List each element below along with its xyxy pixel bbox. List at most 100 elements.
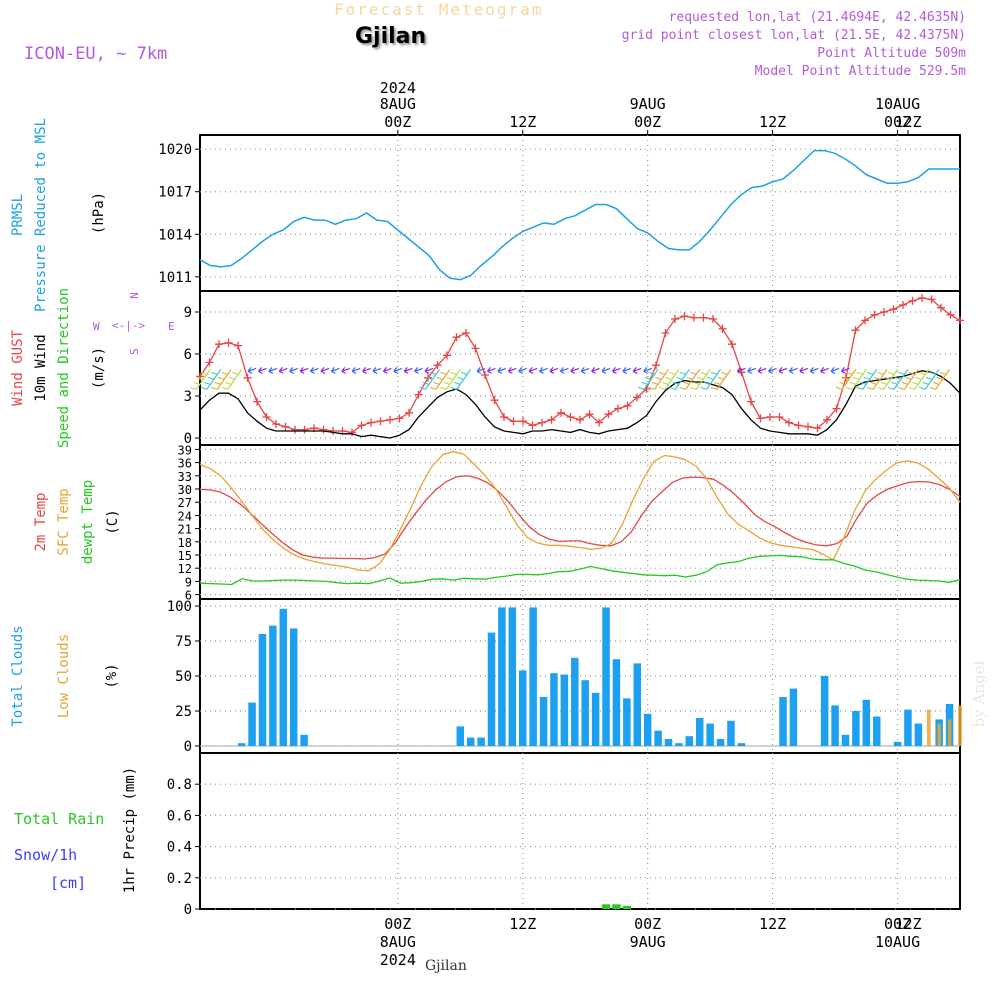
- gust-marker: [680, 312, 689, 321]
- wind-barb-feather: [679, 371, 686, 375]
- gust-marker: [946, 310, 955, 319]
- y-tick-label-precip: 0.8: [167, 777, 192, 793]
- wind-barb-feather: [908, 386, 915, 390]
- total-cloud-bar: [675, 743, 683, 746]
- gust-marker: [775, 413, 784, 421]
- wind-arrow: [247, 367, 257, 374]
- total-cloud-bar: [591, 692, 600, 746]
- bottom-axis-year: 2024: [380, 951, 416, 969]
- wind-barb-feather: [898, 386, 905, 390]
- total-cloud-bar: [258, 634, 267, 746]
- y-tick-label-pressure: 1011: [158, 270, 192, 286]
- gust-marker: [538, 418, 546, 427]
- total-cloud-bar: [571, 657, 579, 746]
- gust-marker: [433, 361, 442, 370]
- total-cloud-bar: [820, 676, 829, 746]
- wind-barb-feather: [915, 376, 922, 380]
- gust-marker: [329, 427, 337, 435]
- total-cloud-bar: [862, 699, 871, 746]
- wind-barb-feather: [228, 376, 235, 380]
- wind-barb-feather: [665, 376, 673, 380]
- point-altitude: Point Altitude 509m: [817, 46, 966, 61]
- rain-bar: [601, 904, 611, 909]
- wind-arrow: [820, 367, 829, 374]
- wind-barb-feather: [877, 386, 884, 390]
- bottom-axis-date: 10AUG: [875, 933, 920, 951]
- wind-barb-feather: [707, 376, 714, 380]
- y-tick-label-temp: 6: [185, 589, 192, 603]
- low-cloud-bar: [947, 719, 952, 746]
- total-cloud-bar: [487, 632, 496, 746]
- bottom-axis-date: 8AUG: [380, 933, 416, 951]
- gust-marker: [262, 413, 271, 421]
- wind-barb-feather: [863, 376, 870, 380]
- y-tick-label-clouds: 50: [175, 669, 192, 685]
- wind-arrow: [591, 367, 600, 374]
- wind-barb-feather: [193, 381, 201, 385]
- wind-arrow: [580, 367, 590, 374]
- gust-marker: [291, 425, 299, 434]
- precip-label-cm: [cm]: [50, 874, 86, 892]
- total-cloud-bar: [529, 607, 537, 746]
- total-cloud-bar: [560, 674, 569, 746]
- wind-barb-feather: [693, 381, 700, 385]
- gust-marker: [528, 421, 537, 430]
- gust-marker: [880, 308, 888, 316]
- wind-barb-feather: [721, 371, 728, 375]
- compass-e: E: [168, 320, 175, 333]
- gust-marker: [633, 393, 641, 402]
- wind-barb-feather: [683, 381, 690, 385]
- footer-location: Gjilan: [425, 958, 467, 974]
- wind-barb-feather: [901, 381, 909, 385]
- gust-marker: [300, 425, 309, 434]
- location-title: Gjilan: [355, 24, 427, 49]
- wind-barb-feather: [905, 376, 912, 380]
- y-tick-label-temp: 18: [178, 536, 192, 550]
- gust-marker: [557, 408, 565, 417]
- wind-arrow: [643, 367, 652, 374]
- gust-marker: [870, 310, 879, 319]
- wind-arrow: [487, 367, 496, 374]
- y-tick-label-clouds: 75: [175, 634, 192, 650]
- wind-barb-feather: [700, 371, 707, 375]
- wind-barb-feather: [200, 386, 207, 390]
- wind-arrow: [372, 367, 382, 374]
- wind-barb-feather: [672, 381, 679, 385]
- wind-barb-feather: [443, 381, 450, 385]
- total-cloud-bar: [498, 607, 506, 746]
- wind-barb-feather: [648, 386, 655, 390]
- total-cloud-bar: [872, 716, 881, 746]
- y-tick-label-wind: 6: [184, 347, 192, 363]
- y-tick-label-temp: 39: [178, 443, 192, 457]
- total-cloud-bar: [789, 688, 798, 746]
- wind-barb-feather: [676, 376, 683, 380]
- wind-barb-feather: [919, 386, 926, 390]
- y-tick-label-precip: 0.2: [167, 871, 192, 887]
- wind-arrow: [622, 367, 632, 374]
- precip-label-rain: Total Rain: [14, 810, 104, 828]
- compass-n: N: [127, 292, 141, 299]
- wind-barb-feather: [853, 376, 860, 380]
- wind-barb-feather: [710, 386, 718, 390]
- gust-marker: [452, 333, 461, 342]
- gust-marker: [604, 410, 613, 419]
- wind-barb-feather: [419, 386, 426, 390]
- gust-marker: [348, 428, 356, 437]
- y-tick-label-temp: 24: [178, 509, 192, 523]
- wind-arrow: [507, 367, 517, 374]
- wind-barb-feather: [651, 381, 659, 385]
- wind-label-gust: Wind GUST: [10, 330, 26, 406]
- gust-marker: [272, 420, 280, 428]
- wind-barb-feather: [197, 376, 204, 380]
- temp-label-sfc: SFC Temp: [56, 488, 72, 555]
- total-cloud-bar: [633, 663, 642, 746]
- wind-barb-feather: [662, 381, 669, 385]
- wind-barb-feather: [433, 381, 440, 385]
- wind-barb-feather: [835, 386, 843, 390]
- wind-barb-feather: [669, 386, 676, 390]
- y-tick-label-temp: 27: [178, 496, 192, 510]
- wind-barb-feather: [867, 371, 874, 375]
- total-cloud-bar: [237, 743, 246, 746]
